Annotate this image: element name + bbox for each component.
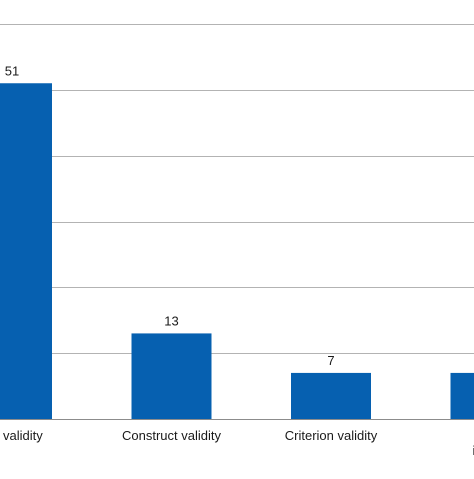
value-labels: 51 13 7 — [5, 63, 335, 368]
bar — [451, 373, 474, 419]
bar-value-label: 13 — [164, 313, 178, 328]
category-label: Criterion validity — [285, 428, 378, 443]
bar — [291, 373, 371, 419]
bars — [0, 83, 474, 419]
category-label: ent validity — [0, 428, 43, 443]
bar-value-label: 51 — [5, 63, 19, 78]
gridlines — [0, 25, 474, 420]
bar — [132, 333, 212, 419]
category-labels: ent validity Construct validity Criterion … — [0, 428, 474, 458]
bar — [0, 83, 52, 419]
bar-value-label: 7 — [327, 353, 334, 368]
category-label: Construct validity — [122, 428, 221, 443]
